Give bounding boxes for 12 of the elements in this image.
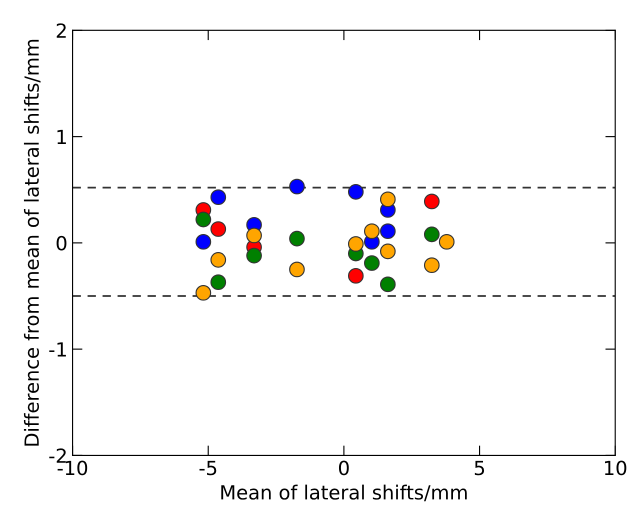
x-tick-label: 5	[474, 460, 484, 476]
y-tick-label: 0	[56, 236, 66, 251]
x-tick-label: 0	[338, 460, 349, 476]
x-tick-label: -10	[58, 460, 88, 476]
x-tick-label: 10	[604, 460, 626, 476]
y-tick-label: -2	[49, 448, 66, 463]
y-axis-title: Difference from mean of lateral shifts/mm	[24, 40, 41, 446]
x-tick-label: -5	[199, 460, 216, 476]
y-tick-label: 1	[57, 130, 66, 144]
y-tick-label: -1	[49, 342, 66, 357]
x-axis-title: Mean of lateral shifts/mm	[221, 484, 467, 502]
y-tick-label: 2	[56, 23, 66, 38]
